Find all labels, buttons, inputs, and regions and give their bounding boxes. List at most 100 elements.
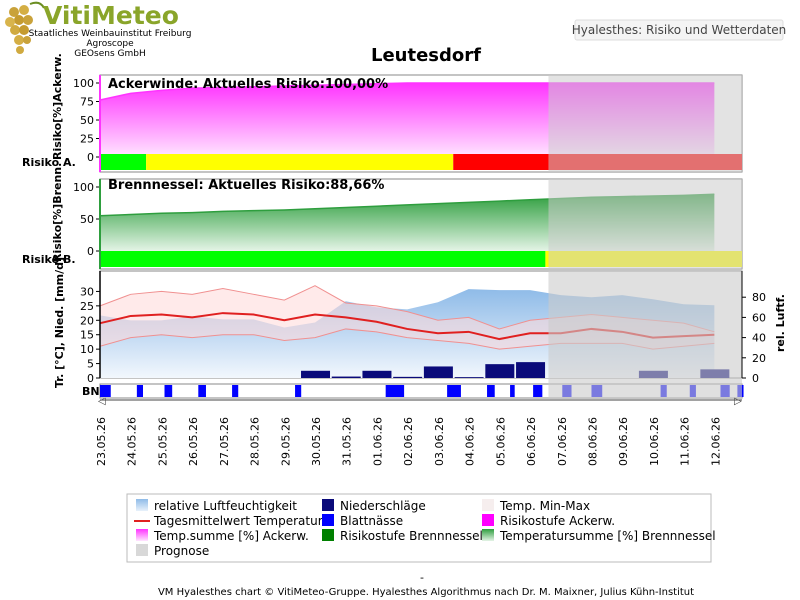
legend-swatch-prognose (136, 544, 148, 556)
legend-swatch-humidity (136, 499, 148, 511)
x-tick-label: 11.06.26 (679, 417, 692, 466)
y2-tick-label: 20 (752, 352, 766, 365)
grape-icon (5, 1, 45, 54)
blatt-mark (447, 385, 461, 397)
logo: VitiMeteo Staatliches Weinbauinstitut Fr… (5, 1, 191, 59)
legend-swatch-risk-b (322, 529, 334, 541)
x-tick-label: 28.05.26 (249, 417, 262, 466)
panel-brennnessel: 0 50 100 (73, 178, 743, 270)
precip-bar (454, 377, 484, 378)
legend-label-blatt: Blattnässe (340, 514, 403, 528)
blatt-mark (136, 385, 144, 397)
blatt-row-label: BN (82, 385, 100, 398)
legend-item-precip: Niederschläge (322, 499, 426, 513)
y2-tick-label: 40 (752, 332, 766, 345)
blatt-mark (510, 385, 515, 397)
blatt-mark (385, 385, 405, 397)
legend-label-tsum-a: Temp.summe [%] Ackerw. (153, 529, 309, 543)
x-tick-label: 26.05.26 (187, 417, 200, 466)
brennnessel-title: Brennnessel: Aktuelles Risiko:88,66% (108, 178, 384, 193)
blatt-mark (232, 385, 239, 397)
legend-item-prognose: Prognose (136, 544, 209, 558)
prognose-overlay (548, 75, 742, 172)
precip-bar (331, 376, 361, 378)
x-tick-label: 23.05.26 (95, 417, 108, 466)
risk-segment-red (453, 154, 549, 170)
weather-ylabel: Tr. [°C], Nied. [mm/d] (53, 257, 66, 388)
risk-a-row-label: Risiko A. (22, 156, 76, 169)
legend-item-tsum-b: Temperatursumme [%] Brennnessel (482, 529, 716, 543)
y-tick-label: 0 (87, 245, 94, 258)
y-tick-label: 100 (73, 77, 94, 90)
logo-line-1: Staatliches Weinbauinstitut Freiburg (29, 29, 192, 39)
legend-label-tminmax: Temp. Min-Max (499, 499, 590, 513)
y-tick-label: 30 (80, 285, 94, 298)
footer-dash: - (420, 571, 424, 584)
x-tick-label: 01.06.26 (371, 417, 384, 466)
x-tick-label: 24.05.26 (126, 417, 139, 466)
prognose-overlay (548, 271, 742, 398)
legend-swatch-precip (322, 499, 334, 511)
precip-bar (516, 362, 546, 378)
y-tick-label: 0 (87, 151, 94, 164)
y-tick-label: 50 (80, 213, 94, 226)
top-right-tab: Hyalesthes: Risiko und Wetterdaten (572, 19, 787, 41)
brennnessel-ylabel: Risiko[%]Brenn. (51, 163, 64, 262)
blatt-mark (533, 385, 543, 397)
risk-segment-yellow (146, 154, 454, 170)
legend-swatch-tsum-b (482, 529, 494, 541)
weather-y2label: rel. Luftf. (774, 294, 787, 352)
legend-item-risk-a: Risikostufe Ackerw. (482, 514, 615, 528)
legend-swatch-tsum-a (136, 529, 148, 541)
precip-bar (362, 370, 392, 378)
x-tick-label: 12.06.26 (709, 417, 722, 466)
legend-label-risk-a: Risikostufe Ackerw. (500, 514, 615, 528)
legend: relative Luftfeuchtigkeit Niederschläge … (126, 493, 716, 563)
x-tick-label: 30.05.26 (310, 417, 323, 466)
y-tick-label: 25 (80, 133, 94, 146)
y2-tick-label: 80 (752, 291, 766, 304)
y2-tick-label: 0 (752, 372, 759, 385)
ackerwinde-title: Ackerwinde: Aktuelles Risiko:100,00% (108, 77, 388, 92)
x-tick-label: 10.06.26 (648, 417, 661, 466)
precip-bar (301, 370, 331, 378)
x-tick-label: 06.06.26 (525, 417, 538, 466)
logo-line-2: Agroscope (86, 39, 134, 49)
precip-bar (485, 364, 515, 378)
precip-bar (423, 366, 453, 378)
legend-label-tmean: Tagesmittelwert Temperatur (153, 514, 323, 528)
x-tick-label: 03.06.26 (433, 417, 446, 466)
logo-title: VitiMeteo (43, 1, 179, 30)
legend-label-tsum-b: Temperatursumme [%] Brennnessel (499, 529, 716, 543)
blatt-mark (164, 385, 173, 397)
y-tick-label: 10 (80, 343, 94, 356)
legend-item-tmean: Tagesmittelwert Temperatur (134, 514, 323, 528)
risk-b-row-label: Risiko B. (22, 253, 76, 266)
legend-swatch-risk-a (482, 514, 494, 526)
scroll-left-icon[interactable]: ◁ (98, 396, 106, 407)
legend-swatch-blatt (322, 514, 334, 526)
x-tick-label: 09.06.26 (617, 417, 630, 466)
legend-label-risk-b: Risikostufe Brennnessel (340, 529, 483, 543)
blatt-mark (198, 385, 206, 397)
panel-ackerwinde: 0 25 50 75 100 (73, 74, 743, 173)
top-right-label: Hyalesthes: Risiko und Wetterdaten (572, 23, 787, 37)
legend-item-tsum-a: Temp.summe [%] Ackerw. (136, 529, 309, 543)
x-tick-label: 02.06.26 (402, 417, 415, 466)
ackerwinde-ylabel: Risiko[%]Ackerw. (51, 53, 64, 160)
y-tick-label: 50 (80, 114, 94, 127)
legend-label-prognose: Prognose (154, 544, 209, 558)
x-tick-label: 31.05.26 (341, 417, 354, 466)
risk-segment-green (100, 154, 147, 170)
blatt-mark (100, 385, 111, 397)
y-tick-label: 0 (87, 372, 94, 385)
scroll-right-icon[interactable]: ▷ (734, 396, 742, 407)
precip-bar (393, 376, 423, 378)
legend-item-risk-b: Risikostufe Brennnessel (322, 529, 483, 543)
x-tick-label: 29.05.26 (279, 417, 292, 466)
x-tick-label: 07.06.26 (556, 417, 569, 466)
y-tick-label: 5 (87, 358, 94, 371)
y-tick-label: 20 (80, 314, 94, 327)
legend-item-blatt: Blattnässe (322, 514, 403, 528)
